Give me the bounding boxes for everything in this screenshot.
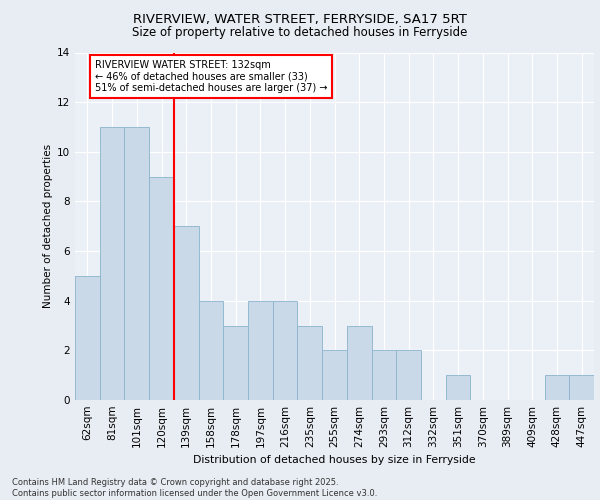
Bar xyxy=(223,326,248,400)
Bar xyxy=(371,350,396,400)
Bar xyxy=(273,300,298,400)
Bar xyxy=(569,375,594,400)
Bar xyxy=(248,300,273,400)
X-axis label: Distribution of detached houses by size in Ferryside: Distribution of detached houses by size … xyxy=(193,456,476,466)
Bar xyxy=(75,276,100,400)
Text: Size of property relative to detached houses in Ferryside: Size of property relative to detached ho… xyxy=(133,26,467,39)
Bar xyxy=(298,326,322,400)
Text: RIVERVIEW, WATER STREET, FERRYSIDE, SA17 5RT: RIVERVIEW, WATER STREET, FERRYSIDE, SA17… xyxy=(133,12,467,26)
Bar xyxy=(199,300,223,400)
Bar xyxy=(100,127,124,400)
Bar xyxy=(174,226,199,400)
Bar xyxy=(322,350,347,400)
Text: RIVERVIEW WATER STREET: 132sqm
← 46% of detached houses are smaller (33)
51% of : RIVERVIEW WATER STREET: 132sqm ← 46% of … xyxy=(95,60,327,93)
Bar xyxy=(545,375,569,400)
Bar xyxy=(347,326,371,400)
Bar xyxy=(446,375,470,400)
Text: Contains HM Land Registry data © Crown copyright and database right 2025.
Contai: Contains HM Land Registry data © Crown c… xyxy=(12,478,377,498)
Bar xyxy=(124,127,149,400)
Y-axis label: Number of detached properties: Number of detached properties xyxy=(43,144,53,308)
Bar xyxy=(396,350,421,400)
Bar xyxy=(149,176,174,400)
